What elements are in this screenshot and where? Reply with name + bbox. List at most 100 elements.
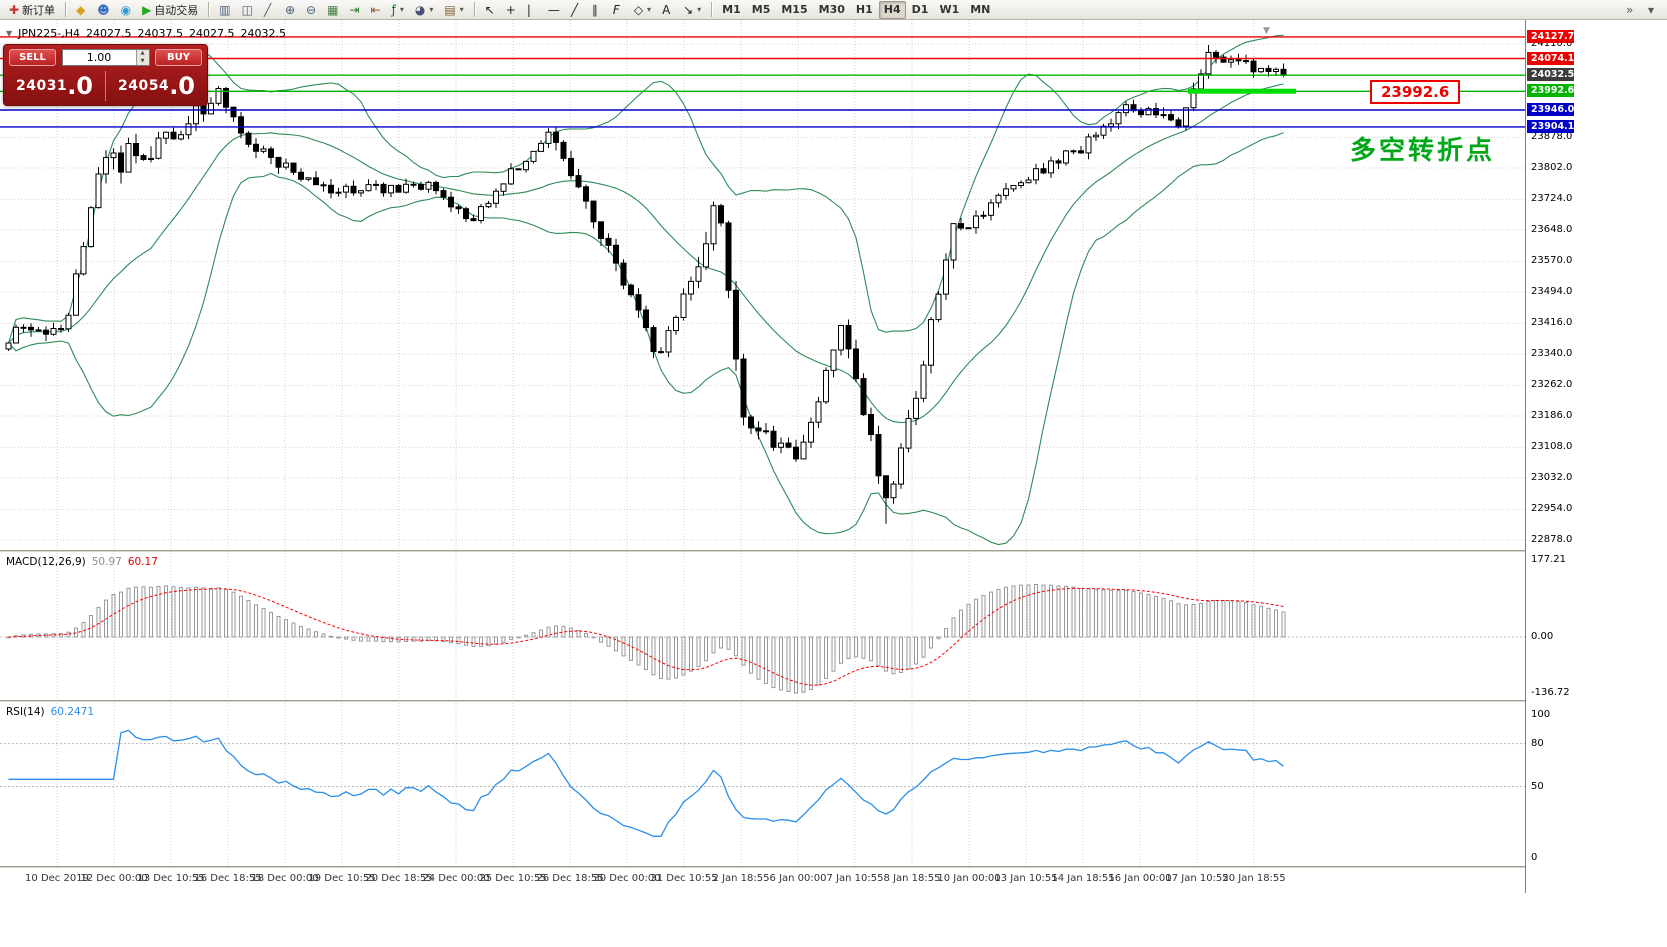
macd-scale-label: -136.72 [1531,687,1570,698]
toolbar-customize-button[interactable]: ▾ [1643,1,1663,19]
symbol-ohlc-readout: ▼ JPN225-,H4 24027.5 24037.5 24027.5 240… [6,27,286,40]
macd-signal-value: 60.17 [127,556,158,568]
candles [5,45,1287,524]
bar-chart-button[interactable]: ▥ [214,1,235,19]
time-axis-label: 7 Jan 10:55 [826,873,884,884]
timeframe-h1-button[interactable]: H1 [851,1,878,19]
time-axis-label: 2 Jan 18:55 [712,873,770,884]
macd-canvas[interactable] [0,553,1525,700]
price-badge: 23992.6 [1527,84,1574,98]
candlestick-chart-button[interactable]: ◫ [237,1,258,19]
chart-shift-marker-icon[interactable]: ▼ [1263,26,1270,36]
fibonacci-button[interactable]: F [608,1,628,19]
toolbar-button-label: 新订单 [22,3,56,17]
rsi-title: RSI(14) [6,706,45,718]
panel-separator[interactable] [0,700,1667,703]
price-scale-label: 23186.0 [1531,410,1573,421]
volume-input[interactable] [62,51,136,64]
arrows-button[interactable]: ↘ ▾ [678,1,706,19]
time-axis-label: 13 Dec 10:55 [137,873,205,884]
buy-price[interactable]: 24054.0 [106,67,207,105]
time-axis-label: 18 Dec 00:00 [251,873,319,884]
zoom-out-button[interactable]: ⊖ [301,1,321,19]
time-axis-label: 24 Dec 00:00 [422,873,490,884]
candles-icon: ◫ [241,2,253,17]
ohlc-open: 24027.5 [86,27,132,40]
timeframe-m30-button[interactable]: M30 [814,1,850,19]
price-chart-canvas[interactable] [0,20,1525,550]
toolbar-more-button[interactable]: » [1621,1,1641,19]
chart-shift-button[interactable]: ⇤ [366,1,386,19]
timeframe-mn-button[interactable]: MN [965,1,995,19]
new-order-button[interactable]: ✚ 新订单 [4,1,60,19]
buy-price-big: .0 [169,72,196,100]
auto-scroll-button[interactable]: ⇥ [344,1,364,19]
time-axis-label: 14 Jan 18:55 [1051,873,1115,884]
time-axis[interactable]: 10 Dec 2019 12 Dec 00:00 13 Dec 10:55 16 De… [0,869,1525,893]
toolbar-separator [208,2,210,17]
indicators-button[interactable]: ƒ ▾ [387,1,409,19]
timeframe-m15-button[interactable]: M15 [776,1,812,19]
timeframe-w1-button[interactable]: W1 [934,1,964,19]
sell-price[interactable]: 24031.0 [4,67,105,105]
autotrading-button[interactable]: ▶ 自动交易 [137,1,203,19]
templates-button[interactable]: ▤ ▾ [439,1,468,19]
one-click-collapse-icon[interactable]: ▼ [6,29,13,38]
sell-price-big: .0 [67,72,94,100]
globe-icon: ◉ [120,2,132,17]
tile-windows-button[interactable]: ▦ [322,1,343,19]
rsi-panel[interactable]: RSI(14) 60.2471 [0,703,1525,866]
rsi-line [8,729,1284,837]
price-scale-label: 23802.0 [1531,162,1573,173]
buy-button[interactable]: BUY [155,49,202,66]
timeframe-h4-button[interactable]: H4 [878,0,906,19]
rsi-canvas[interactable] [0,703,1525,866]
news-button[interactable]: ◉ [116,1,136,19]
one-click-top-row: SELL ▲ ▼ BUY [4,48,207,67]
text-button[interactable]: A [657,1,677,19]
macd-panel[interactable]: MACD(12,26,9) 50.97 60.17 [0,553,1525,700]
dropdown-caret-icon: ▾ [459,5,464,14]
time-axis-label: 25 Dec 10:55 [479,873,547,884]
volume-up-button[interactable]: ▲ [136,50,149,58]
sell-button[interactable]: SELL [9,49,56,66]
trendline-button[interactable]: ╱ [566,1,586,19]
timeframe-m1-button[interactable]: M1 [717,1,746,19]
crosshair-button[interactable]: + [501,1,521,19]
price-badge: 24127.7 [1527,29,1574,43]
cursor-button[interactable]: ↖ [480,1,500,19]
toolbar-separator [65,2,67,17]
panel-separator[interactable] [0,550,1667,553]
time-axis-label: 30 Dec 00:00 [593,873,661,884]
price-badge: 24074.1 [1527,51,1574,65]
volume-down-button[interactable]: ▼ [136,57,149,65]
one-click-trading-panel: SELL ▲ ▼ BUY 24031.0 24054.0 [3,44,208,106]
shapes-button[interactable]: ◇ ▾ [629,1,656,19]
zoom-out-icon: ⊖ [306,2,317,17]
line-chart-button[interactable]: ╱ [259,1,279,19]
price-scale-label: 23108.0 [1531,441,1573,453]
toolbar-button-label: 自动交易 [154,3,199,17]
price-scale[interactable]: 24110.0 23878.0 23802.0 23724.0 23648.0 23570… [1525,20,1667,893]
periods-button[interactable]: ◕ ▾ [410,1,439,19]
horizontal-line-button[interactable]: — [543,1,565,19]
timeframe-d1-button[interactable]: D1 [907,1,934,19]
macd-scale-label: 0.00 [1531,631,1554,642]
template-icon: ▤ [444,2,456,17]
zoom-in-button[interactable]: ⊕ [280,1,300,19]
community-button[interactable]: ☻ [92,1,115,19]
price-chart-panel[interactable]: ▼ JPN225-,H4 24027.5 24037.5 24027.5 240… [0,20,1525,550]
equidistant-channel-button[interactable]: ∥ [587,1,607,19]
volume-stepper[interactable]: ▲ ▼ [61,49,150,66]
panel-separator[interactable] [0,866,1667,869]
cursor-icon: ↖ [484,2,495,17]
time-axis-label: 16 Jan 00:00 [1108,873,1172,884]
toolbar-button-label: M5 [751,3,771,16]
rsi-header: RSI(14) 60.2471 [6,706,94,718]
timeframe-m5-button[interactable]: M5 [747,1,776,19]
mql5-market-button[interactable]: ◆ [71,1,91,19]
crosshair-icon: + [505,2,516,17]
vertical-line-button[interactable]: | [522,1,542,19]
price-scale-label: 23570.0 [1531,255,1573,267]
